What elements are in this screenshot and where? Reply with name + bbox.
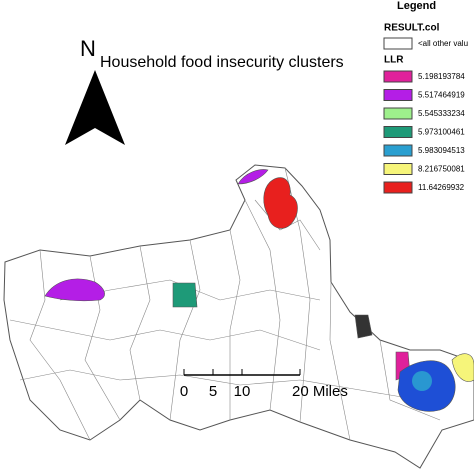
- scale-label: 20 Miles: [292, 383, 348, 400]
- cluster: [412, 371, 432, 391]
- cluster: [44, 278, 105, 302]
- legend-label: 5.983094513: [418, 146, 465, 155]
- legend-field: RESULT.col: [384, 23, 440, 34]
- legend-swatch: [383, 181, 413, 194]
- legend-swatch: [383, 89, 413, 101]
- scale-label: 10: [234, 383, 251, 400]
- north-label: N: [80, 36, 96, 61]
- north-arrow: [65, 70, 125, 145]
- legend-label: 5.545333234: [418, 109, 465, 118]
- cluster: [172, 282, 198, 308]
- legend-swatch: [383, 37, 413, 50]
- legend-label: 11.64269932: [418, 183, 465, 192]
- legend-label: 5.517464919: [418, 91, 465, 100]
- legend-label: 5.973100461: [418, 128, 465, 137]
- cluster: [354, 314, 373, 339]
- scale-label: 5: [209, 383, 217, 400]
- legend-label: <all other valu: [418, 39, 468, 48]
- scale-bar: [183, 369, 301, 376]
- legend-heading: Legend: [397, 0, 436, 12]
- cluster: [237, 169, 269, 185]
- cluster: [451, 353, 474, 382]
- scale-label: 0: [180, 383, 188, 400]
- map-title: Household food insecurity clusters: [100, 54, 344, 71]
- legend-swatch: [383, 163, 413, 175]
- legend-swatch: [383, 107, 413, 120]
- legend-swatch: [383, 70, 413, 83]
- legend-group: LLR: [384, 55, 404, 66]
- legend-label: 8.216750081: [418, 165, 465, 174]
- legend-swatch: [383, 126, 413, 138]
- legend-swatch: [383, 144, 413, 157]
- clusters: [44, 169, 474, 412]
- region: [3, 164, 474, 469]
- cluster: [263, 177, 298, 229]
- legend-label: 5.198193784: [418, 72, 465, 81]
